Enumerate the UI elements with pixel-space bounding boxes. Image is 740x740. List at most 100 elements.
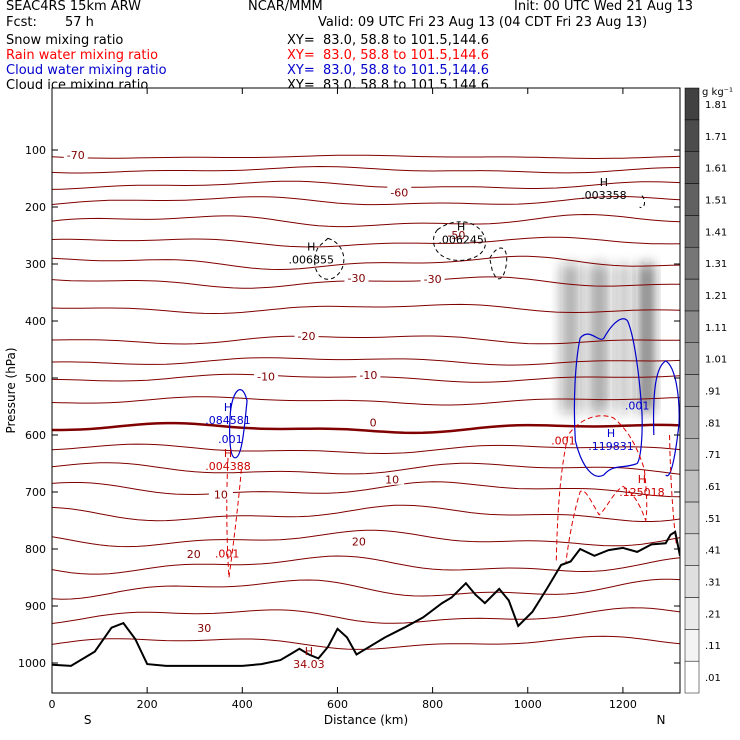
colorbar-label-18: 1.71 — [705, 132, 727, 143]
temperature-contour-13 — [52, 396, 680, 406]
plot-layer — [52, 154, 680, 667]
temperature-label-bg-4 — [344, 271, 369, 283]
extremum-h-1: H — [307, 240, 315, 253]
x-tick-label-400: 400 — [232, 698, 253, 711]
extremum-h-8: H — [305, 645, 313, 658]
colorbar-label-6: .51 — [705, 514, 721, 525]
temperature-contour-label-9: 0 — [370, 417, 377, 430]
x-tick-label-800: 800 — [422, 698, 443, 711]
forecast-hour: 57 h — [65, 15, 94, 30]
y-tick-label-700: 700 — [25, 486, 46, 499]
legend-rain-label: Rain water mixing ratio — [6, 48, 159, 63]
colorbar-label-16: 1.51 — [705, 195, 727, 206]
temperature-label-bg-14 — [192, 621, 217, 633]
temperature-contour-label-12: 20 — [187, 548, 201, 561]
temperature-contour-label-3: -50 — [447, 229, 465, 242]
colorbar-box-8 — [684, 438, 700, 471]
temperature-contour-9 — [52, 303, 680, 315]
colorbar-box-17 — [684, 151, 700, 184]
colorbar-box-11 — [684, 342, 700, 375]
temperature-label-bg-12 — [181, 547, 206, 559]
y-tick-label-900: 900 — [25, 600, 46, 613]
extremum-value-5: .119831 — [588, 440, 634, 453]
temperature-contour-label-8: -10 — [359, 369, 377, 382]
colorbar-label-5: .41 — [705, 546, 721, 557]
temperature-label-bg-11 — [380, 473, 405, 485]
extremum-h-3: H — [600, 176, 608, 189]
valid-time: Valid: 09 UTC Fri 23 Aug 13 (04 CDT Fri … — [318, 15, 648, 30]
plot-area — [52, 88, 680, 693]
cloudwater-contour-2 — [573, 318, 643, 477]
forecast-label: Fcst: — [6, 15, 37, 30]
temperature-label-bg-9 — [361, 416, 386, 428]
colorbar-label-13: 1.21 — [705, 291, 727, 302]
temperature-contour-18 — [52, 504, 680, 522]
colorbar-label-19: 1.81 — [705, 100, 727, 111]
colorbar-label-17: 1.61 — [705, 164, 727, 175]
y-tick-label-1000: 1000 — [18, 657, 46, 670]
extremum-h-7: H — [638, 473, 646, 486]
temperature-contour-16 — [52, 462, 680, 475]
colorbar-box-14 — [684, 246, 700, 280]
colorbar-box-18 — [684, 119, 700, 152]
temperature-contour-label-6: -20 — [298, 330, 316, 343]
legend-rain-xy: XY= 83.0, 58.8 to 101.5,144.6 — [287, 48, 490, 63]
colorbar-label-8: .71 — [705, 450, 721, 461]
temperature-label-bg-10 — [208, 488, 233, 500]
contour-value-label-3: .001 — [215, 548, 240, 561]
colorbar-box-1 — [684, 660, 700, 694]
colorbar-label-15: 1.41 — [705, 227, 727, 238]
contour-value-label-1: .001 — [218, 433, 243, 446]
cloudwater-contour-1 — [229, 389, 248, 459]
temperature-contour-17 — [52, 481, 680, 498]
rain-contour-2 — [555, 415, 648, 564]
colorbar-label-9: .81 — [705, 418, 721, 429]
temperature-contour-7 — [52, 255, 680, 271]
y-tick-label-500: 500 — [25, 372, 46, 385]
contour-value-label-2: .001 — [625, 399, 650, 412]
temperature-contour-label-4: -30 — [348, 272, 366, 285]
terrain-line — [52, 530, 680, 667]
legend-snow-label: Snow mixing ratio — [6, 33, 124, 48]
temperature-contour-15 — [52, 443, 680, 455]
temperature-label-bg-13 — [346, 535, 371, 547]
colorbar-box-7 — [684, 469, 700, 503]
x-axis-label: Distance (km) — [324, 713, 408, 727]
colorbar-box-9 — [684, 406, 700, 439]
temperature-contour-label-14: 30 — [197, 622, 211, 635]
extremum-value-8: 34.03 — [293, 658, 325, 671]
temperature-contour-label-2: -60 — [390, 186, 408, 199]
temperature-contour-21 — [52, 578, 680, 600]
plot-frame — [51, 87, 681, 694]
extremum-value-3: .003358 — [581, 189, 627, 202]
x-tick-label-1200: 1200 — [609, 698, 637, 711]
extremum-value-7: .125018 — [619, 486, 665, 499]
y-tick-label-400: 400 — [25, 315, 46, 328]
x-tick-label-200: 200 — [137, 698, 158, 711]
colorbar-label-14: 1.31 — [705, 259, 727, 270]
temperature-contour-19 — [52, 529, 680, 548]
snow-contour-1 — [314, 237, 345, 280]
y-tick-label-200: 200 — [25, 201, 46, 214]
colorbar-unit: g kg⁻¹ — [702, 87, 733, 98]
colorbar-box-19 — [684, 87, 700, 121]
temperature-contour-label-7: -10 — [257, 371, 275, 384]
extremum-h-2: H — [457, 221, 465, 234]
temperature-label-bg-1 — [63, 148, 88, 160]
endpoint-left-label: S — [84, 713, 92, 727]
temperature-label-bg-8 — [356, 368, 381, 380]
extremum-value-2: .006245 — [438, 234, 484, 247]
x-tick-label-600: 600 — [327, 698, 348, 711]
temperature-label-bg-7 — [254, 370, 279, 382]
legend-cloudwater-label: Cloud water mixing ratio — [6, 63, 167, 78]
colorbar-box-12 — [684, 310, 700, 343]
temperature-contour-22 — [52, 607, 680, 624]
colorbar-box-10 — [684, 374, 700, 407]
extremum-h-4: H — [224, 401, 232, 414]
temperature-contour-3 — [52, 180, 680, 190]
legend-snow-xy: XY= 83.0, 58.8 to 101.5,144.6 — [287, 33, 490, 48]
temperature-contour-6 — [52, 236, 680, 248]
extremum-h-6: H — [224, 447, 232, 460]
colorbar-label-4: .31 — [705, 578, 721, 589]
contour-value-label-4: .001 — [551, 435, 576, 448]
